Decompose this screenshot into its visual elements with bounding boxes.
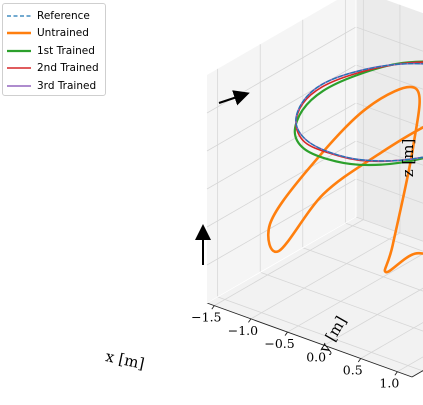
grid-line — [355, 26, 423, 52]
x-tick-label: −0.5 — [264, 336, 294, 351]
x-axis-label: x [m] — [104, 347, 146, 373]
grid-line — [397, 356, 423, 373]
x-tick-mark — [284, 331, 288, 336]
legend-item-2nd-trained: 2nd Trained — [7, 60, 101, 78]
grid-line — [355, 102, 423, 128]
grid-line — [355, 140, 423, 166]
x-tick-mark — [357, 358, 362, 363]
grid-line — [214, 219, 364, 306]
grid-line — [206, 178, 357, 266]
side-pane — [207, 0, 356, 303]
x-tick-mark — [211, 305, 215, 310]
grid-line — [345, 222, 423, 252]
grid-line — [355, 216, 423, 242]
legend-item-reference: Reference — [7, 7, 101, 25]
series-line-reference — [295, 62, 423, 162]
z-axis-label: z [m] — [399, 139, 417, 178]
tick-labels: −1.5−1.0−0.50.00.51.0−0.6−0.20.20.60.00.… — [191, 305, 423, 391]
x-tick-label: −1.0 — [228, 323, 258, 338]
grid-line — [250, 232, 401, 320]
annotation-arrows — [195, 90, 250, 265]
grid-line — [206, 102, 357, 190]
axes-panes — [207, 0, 423, 377]
floor-pane — [207, 217, 423, 377]
grid-line — [355, 178, 423, 204]
legend-label: 2nd Trained — [37, 62, 99, 75]
x-tick-mark — [248, 318, 252, 323]
series-lines — [266, 60, 423, 274]
legend-item-1st-trained: 1st Trained — [7, 42, 101, 60]
axes-edges — [206, 0, 423, 378]
x-tick-label: 0.0 — [306, 349, 326, 364]
legend-label: 3rd Trained — [37, 79, 97, 92]
grid-line — [287, 253, 423, 333]
legend: Reference Untrained 1st Trained 2nd Trai… — [2, 3, 106, 96]
legend-item-untrained: Untrained — [7, 25, 101, 43]
grid-line — [217, 296, 423, 372]
grid-line — [206, 140, 357, 228]
grid-line — [260, 271, 423, 332]
x-axis-line — [206, 302, 413, 378]
series-line-untrained — [266, 85, 423, 274]
x-tick-mark — [394, 371, 398, 376]
x-tick-label: 1.0 — [379, 376, 399, 391]
legend-label: Untrained — [37, 27, 89, 40]
grid-line — [302, 247, 423, 292]
x-tick-label: −1.5 — [191, 310, 221, 325]
legend-item-3rd-trained: 3rd Trained — [7, 77, 101, 95]
legend-label: 1st Trained — [37, 44, 95, 57]
legend-label: Reference — [37, 9, 90, 22]
pane-edge — [206, 216, 357, 304]
x-tick-label: 0.5 — [343, 363, 363, 378]
grid-line — [360, 322, 423, 359]
x-tick-mark — [321, 345, 325, 350]
grid-line — [355, 64, 423, 90]
grid-line — [323, 287, 423, 346]
direction-arrow — [218, 90, 250, 106]
